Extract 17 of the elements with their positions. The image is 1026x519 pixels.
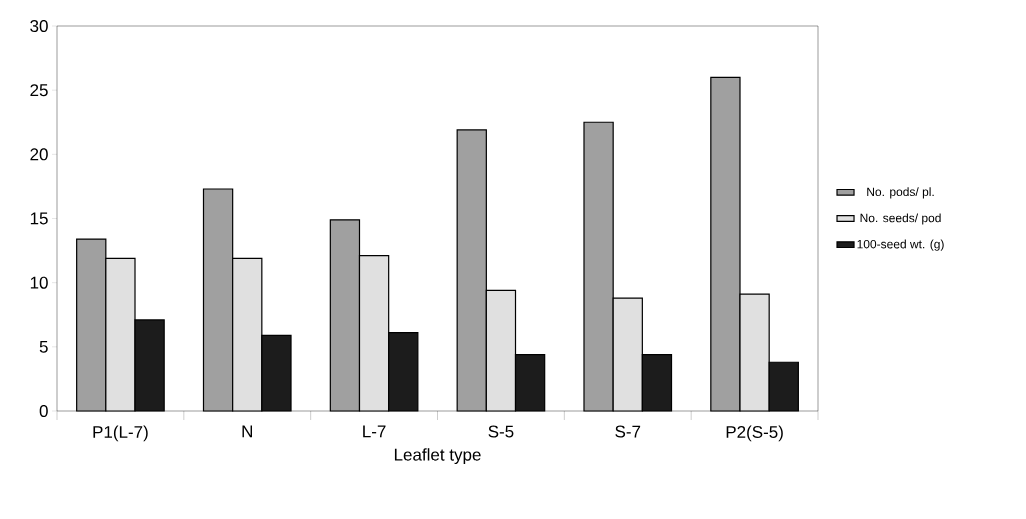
- y-tick-label: 0: [39, 404, 48, 418]
- y-tick-label: 30: [30, 19, 48, 33]
- y-tick-label: 15: [30, 212, 48, 225]
- x-axis-title: Leaflet type: [394, 448, 481, 465]
- legend-label: 100-seed wt. (g): [857, 239, 944, 251]
- legend-label: No. pods/ pl.: [867, 187, 934, 199]
- x-tick-label: L-7: [363, 425, 386, 438]
- legend-label: No. seeds/ pod: [860, 213, 941, 225]
- x-tick-label: N: [242, 425, 252, 438]
- x-tick-label: P2(S-5): [726, 425, 783, 442]
- y-tick-label: 25: [30, 84, 48, 97]
- x-tick-label: S-7: [615, 425, 641, 438]
- y-tick-label: 10: [30, 276, 48, 289]
- y-tick-label: 20: [30, 148, 48, 161]
- y-tick-label: 5: [39, 340, 48, 353]
- x-tick-label: P1(L-7): [93, 425, 148, 442]
- x-tick-label: S-5: [488, 425, 514, 438]
